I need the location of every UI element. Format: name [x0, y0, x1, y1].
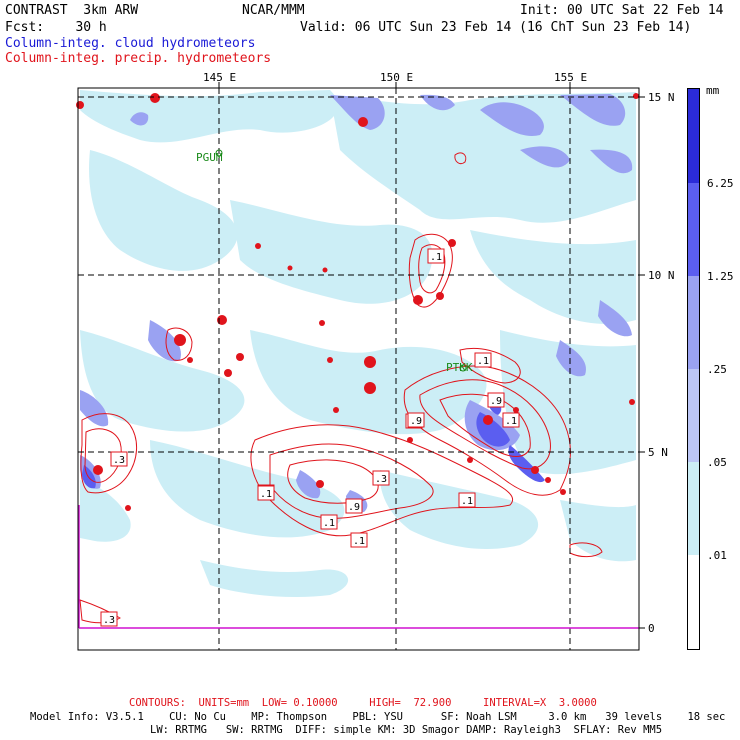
- colorbar-label-05: .05: [707, 456, 727, 469]
- contour-label: .1: [320, 514, 338, 530]
- lat-label-5n: 5 N: [648, 446, 668, 459]
- station-ptkk: PTKK: [446, 361, 473, 374]
- legend-cloud: Column-integ. cloud hydrometeors: [5, 36, 256, 51]
- lon-label-155: 155 E: [554, 71, 588, 84]
- lat-lon-grid: [78, 88, 639, 650]
- model-title: CONTRAST 3km ARW: [5, 3, 139, 18]
- model-info: Model Info: V3.5.1 CU: No Cu MP: Thompso…: [30, 711, 726, 723]
- svg-text:.3: .3: [113, 455, 125, 466]
- svg-text:.1: .1: [260, 489, 272, 500]
- lat-label-0: 0: [648, 622, 655, 635]
- init-time: Init: 00 UTC Sat 22 Feb 14: [520, 3, 724, 18]
- precip-cells: [76, 93, 639, 511]
- legend-precip: Column-integ. precip. hydrometeors: [5, 51, 272, 66]
- contour-label: .9: [407, 412, 425, 428]
- svg-text:.1: .1: [505, 416, 517, 427]
- svg-text:.9: .9: [490, 396, 502, 407]
- contour-label: .1: [458, 492, 476, 508]
- colorbar-segment-01: [687, 462, 700, 555]
- contour-label: .1: [474, 352, 492, 368]
- contour-label-boxes: .1.9.3.1.1.9.1.3.1.9.3.1.1.1.3: [100, 248, 520, 627]
- colorbar-label-6-25: 6.25: [707, 177, 734, 190]
- station-markers: [215, 149, 467, 372]
- colorbar-label-01: .01: [707, 549, 727, 562]
- contour-label: .1: [427, 248, 445, 264]
- colorbar-segment-05: [687, 369, 700, 462]
- svg-text:.1: .1: [353, 536, 365, 547]
- contour-label: .3: [110, 451, 128, 467]
- precip-contours: [79, 152, 603, 624]
- colorbar-segment-25: [687, 276, 700, 369]
- contour-label: .1: [257, 485, 275, 501]
- contour-label: .9: [345, 498, 363, 514]
- colorbar-label-25: .25: [707, 363, 727, 376]
- svg-text:.1: .1: [430, 252, 442, 263]
- svg-text:.1: .1: [477, 356, 489, 367]
- contour-label: .1: [350, 532, 368, 548]
- colorbar-segment-zero: [687, 555, 700, 650]
- valid-time: Valid: 06 UTC Sun 23 Feb 14 (16 ChT Sun …: [300, 20, 692, 35]
- colorbar-label-1-25: 1.25: [707, 270, 734, 283]
- axis-ticks: [218, 82, 645, 629]
- cloud-light-areas: [80, 90, 636, 597]
- contour-label: .1: [502, 412, 520, 428]
- lat-label-10n: 10 N: [648, 269, 675, 282]
- forecast-hour: Fcst: 30 h: [5, 20, 107, 35]
- map-frame: [77, 87, 640, 651]
- station-pgum: PGUM: [196, 151, 223, 164]
- colorbar-unit: mm: [706, 84, 720, 97]
- contour-label: .9: [487, 392, 505, 408]
- domain-boundary: [78, 505, 639, 629]
- model-info-physics: LW: RRTMG SW: RRTMG DIFF: simple KM: 3D …: [150, 724, 663, 736]
- contour-label: .3: [372, 470, 390, 486]
- svg-text:.3: .3: [103, 615, 115, 626]
- svg-text:.1: .1: [461, 496, 473, 507]
- colorbar-segment-6-25: [687, 88, 700, 184]
- svg-text:.9: .9: [348, 502, 360, 513]
- svg-text:.9: .9: [410, 416, 422, 427]
- contour-label: .3: [100, 611, 118, 627]
- lon-label-150: 150 E: [380, 71, 414, 84]
- contour-info: CONTOURS: UNITS=mm LOW= 0.10000 HIGH= 72…: [129, 697, 597, 709]
- lat-label-15n: 15 N: [648, 91, 675, 104]
- center-name: NCAR/MMM: [242, 3, 305, 18]
- lon-label-145: 145 E: [203, 71, 237, 84]
- colorbar-segment-1-25: [687, 183, 700, 276]
- svg-text:.1: .1: [323, 518, 335, 529]
- svg-text:.3: .3: [375, 474, 387, 485]
